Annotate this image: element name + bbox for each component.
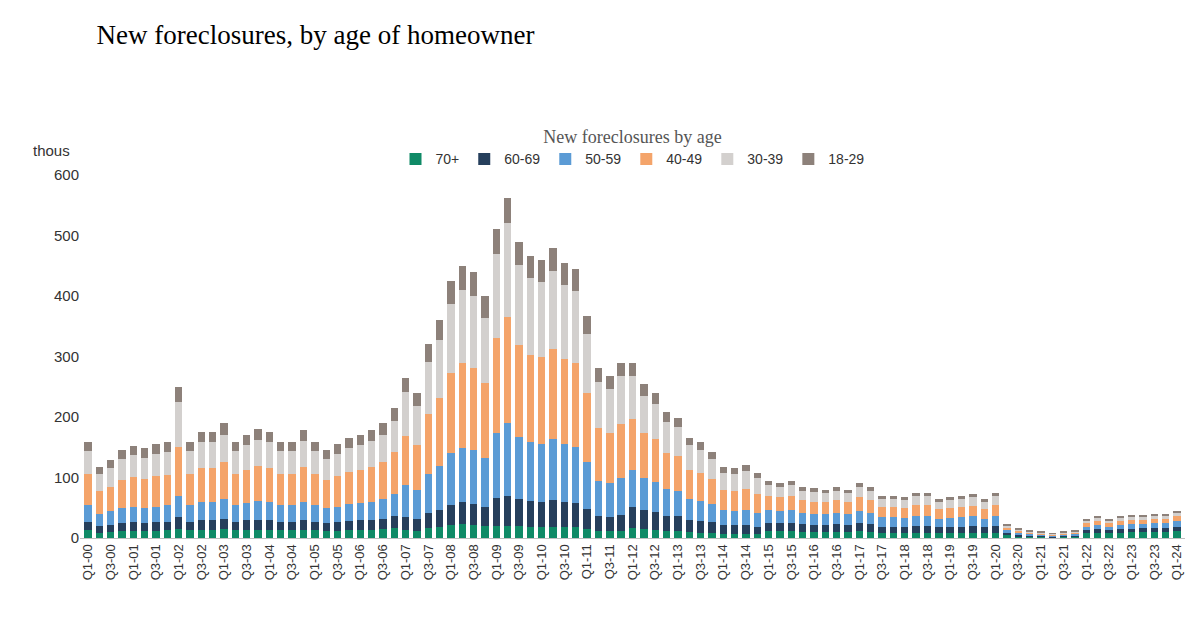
- svg-text:Q1-15: Q1-15: [761, 544, 776, 580]
- svg-text:thous: thous: [33, 142, 70, 159]
- svg-text:Q1-05: Q1-05: [307, 544, 322, 580]
- svg-text:Q1-17: Q1-17: [852, 544, 867, 580]
- svg-text:Q1-09: Q1-09: [489, 544, 504, 580]
- svg-text:New foreclosures, by age of ho: New foreclosures, by age of homeowner: [97, 20, 535, 50]
- svg-text:Q3-16: Q3-16: [829, 544, 844, 580]
- svg-text:Q3-22: Q3-22: [1101, 544, 1116, 580]
- svg-text:Q3-09: Q3-09: [511, 544, 526, 580]
- svg-text:Q1-06: Q1-06: [352, 544, 367, 580]
- svg-text:Q3-02: Q3-02: [194, 544, 209, 580]
- svg-text:40-49: 40-49: [666, 151, 702, 167]
- svg-text:Q1-19: Q1-19: [942, 544, 957, 580]
- svg-text:60-69: 60-69: [504, 151, 540, 167]
- svg-text:Q1-18: Q1-18: [897, 544, 912, 580]
- svg-text:100: 100: [54, 469, 79, 486]
- svg-text:Q1-21: Q1-21: [1033, 544, 1048, 580]
- svg-text:Q3-13: Q3-13: [693, 544, 708, 580]
- svg-text:Q3-08: Q3-08: [466, 544, 481, 580]
- svg-text:Q1-13: Q1-13: [670, 544, 685, 580]
- svg-text:Q1-08: Q1-08: [443, 544, 458, 580]
- svg-text:Q1-07: Q1-07: [398, 544, 413, 580]
- svg-text:Q1-11: Q1-11: [579, 544, 594, 579]
- svg-text:30-39: 30-39: [747, 151, 783, 167]
- svg-text:400: 400: [54, 287, 79, 304]
- svg-text:Q1-12: Q1-12: [625, 544, 640, 580]
- svg-text:Q3-17: Q3-17: [874, 544, 889, 580]
- svg-text:Q1-02: Q1-02: [171, 544, 186, 580]
- svg-text:Q3-03: Q3-03: [239, 544, 254, 580]
- svg-text:Q1-04: Q1-04: [262, 544, 277, 580]
- svg-text:New foreclosures by age: New foreclosures by age: [543, 127, 721, 147]
- svg-text:Q1-14: Q1-14: [715, 544, 730, 580]
- svg-text:600: 600: [54, 166, 79, 183]
- svg-text:Q1-16: Q1-16: [806, 544, 821, 580]
- svg-text:Q3-21: Q3-21: [1056, 544, 1071, 580]
- svg-text:Q3-10: Q3-10: [557, 544, 572, 580]
- svg-text:Q3-18: Q3-18: [920, 544, 935, 580]
- svg-text:0: 0: [71, 529, 79, 546]
- svg-text:50-59: 50-59: [585, 151, 621, 167]
- svg-text:Q1-03: Q1-03: [216, 544, 231, 580]
- svg-text:Q3-00: Q3-00: [103, 544, 118, 580]
- svg-text:500: 500: [54, 227, 79, 244]
- svg-text:Q3-20: Q3-20: [1010, 544, 1025, 580]
- svg-text:Q1-20: Q1-20: [988, 544, 1003, 580]
- svg-text:200: 200: [54, 408, 79, 425]
- svg-text:Q3-06: Q3-06: [375, 544, 390, 580]
- svg-text:Q1-24: Q1-24: [1169, 544, 1184, 580]
- svg-text:Q3-12: Q3-12: [647, 544, 662, 580]
- svg-text:Q1-00: Q1-00: [80, 544, 95, 580]
- svg-text:Q3-15: Q3-15: [784, 544, 799, 580]
- svg-text:Q3-19: Q3-19: [965, 544, 980, 580]
- svg-text:Q1-10: Q1-10: [534, 544, 549, 580]
- svg-text:Q1-01: Q1-01: [126, 544, 141, 580]
- svg-text:Q3-04: Q3-04: [284, 544, 299, 580]
- svg-text:70+: 70+: [436, 151, 460, 167]
- svg-text:Q3-14: Q3-14: [738, 544, 753, 580]
- svg-text:Q3-07: Q3-07: [421, 544, 436, 580]
- svg-text:Q3-01: Q3-01: [148, 544, 163, 580]
- svg-text:Q1-23: Q1-23: [1124, 544, 1139, 580]
- svg-text:Q3-23: Q3-23: [1147, 544, 1162, 580]
- svg-text:Q3-05: Q3-05: [330, 544, 345, 580]
- svg-text:Q1-22: Q1-22: [1079, 544, 1094, 580]
- svg-text:18-29: 18-29: [828, 151, 864, 167]
- svg-text:300: 300: [54, 348, 79, 365]
- svg-text:Q3-11: Q3-11: [602, 544, 617, 579]
